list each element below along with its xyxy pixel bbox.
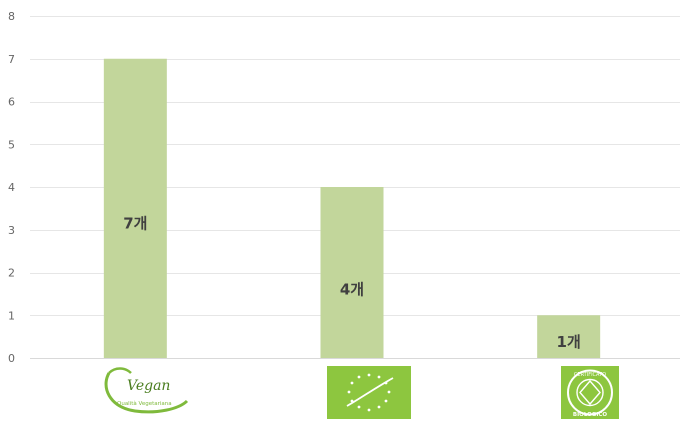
data-labels: 7개 4개 1개 — [123, 214, 581, 350]
bar-data-label: 7개 — [123, 214, 147, 232]
eu-organic-leaf-logo — [327, 366, 411, 419]
vegan-logo-word: Vegan — [127, 378, 170, 394]
biologico-logo-top-text: CERTIFICATO — [574, 372, 606, 378]
bar-1 — [320, 187, 384, 358]
certified-biologico-logo: CERTIFICATO BIOLOGICO — [561, 366, 619, 419]
bars — [103, 58, 601, 358]
y-tick-label: 6 — [8, 96, 15, 109]
vegan-logo: Vegan Qualità Vegetariana — [104, 367, 189, 414]
bar-0 — [103, 58, 167, 358]
vegan-logo-tagline: Qualità Vegetariana — [117, 400, 172, 407]
y-tick-label: 5 — [8, 138, 15, 151]
y-axis-ticks: 0 1 2 3 4 5 6 7 8 — [8, 10, 15, 365]
y-tick-label: 2 — [8, 267, 15, 280]
biologico-logo-bottom-text: BIOLOGICO — [573, 412, 607, 418]
y-tick-label: 1 — [8, 309, 15, 322]
bar-2 — [537, 315, 601, 358]
y-tick-label: 0 — [8, 352, 15, 365]
bar-data-label: 1개 — [557, 333, 581, 351]
y-tick-label: 7 — [8, 53, 15, 66]
y-tick-label: 3 — [8, 224, 15, 237]
y-tick-label: 4 — [8, 181, 15, 194]
y-tick-label: 8 — [8, 10, 15, 23]
bar-data-label: 4개 — [340, 281, 364, 299]
